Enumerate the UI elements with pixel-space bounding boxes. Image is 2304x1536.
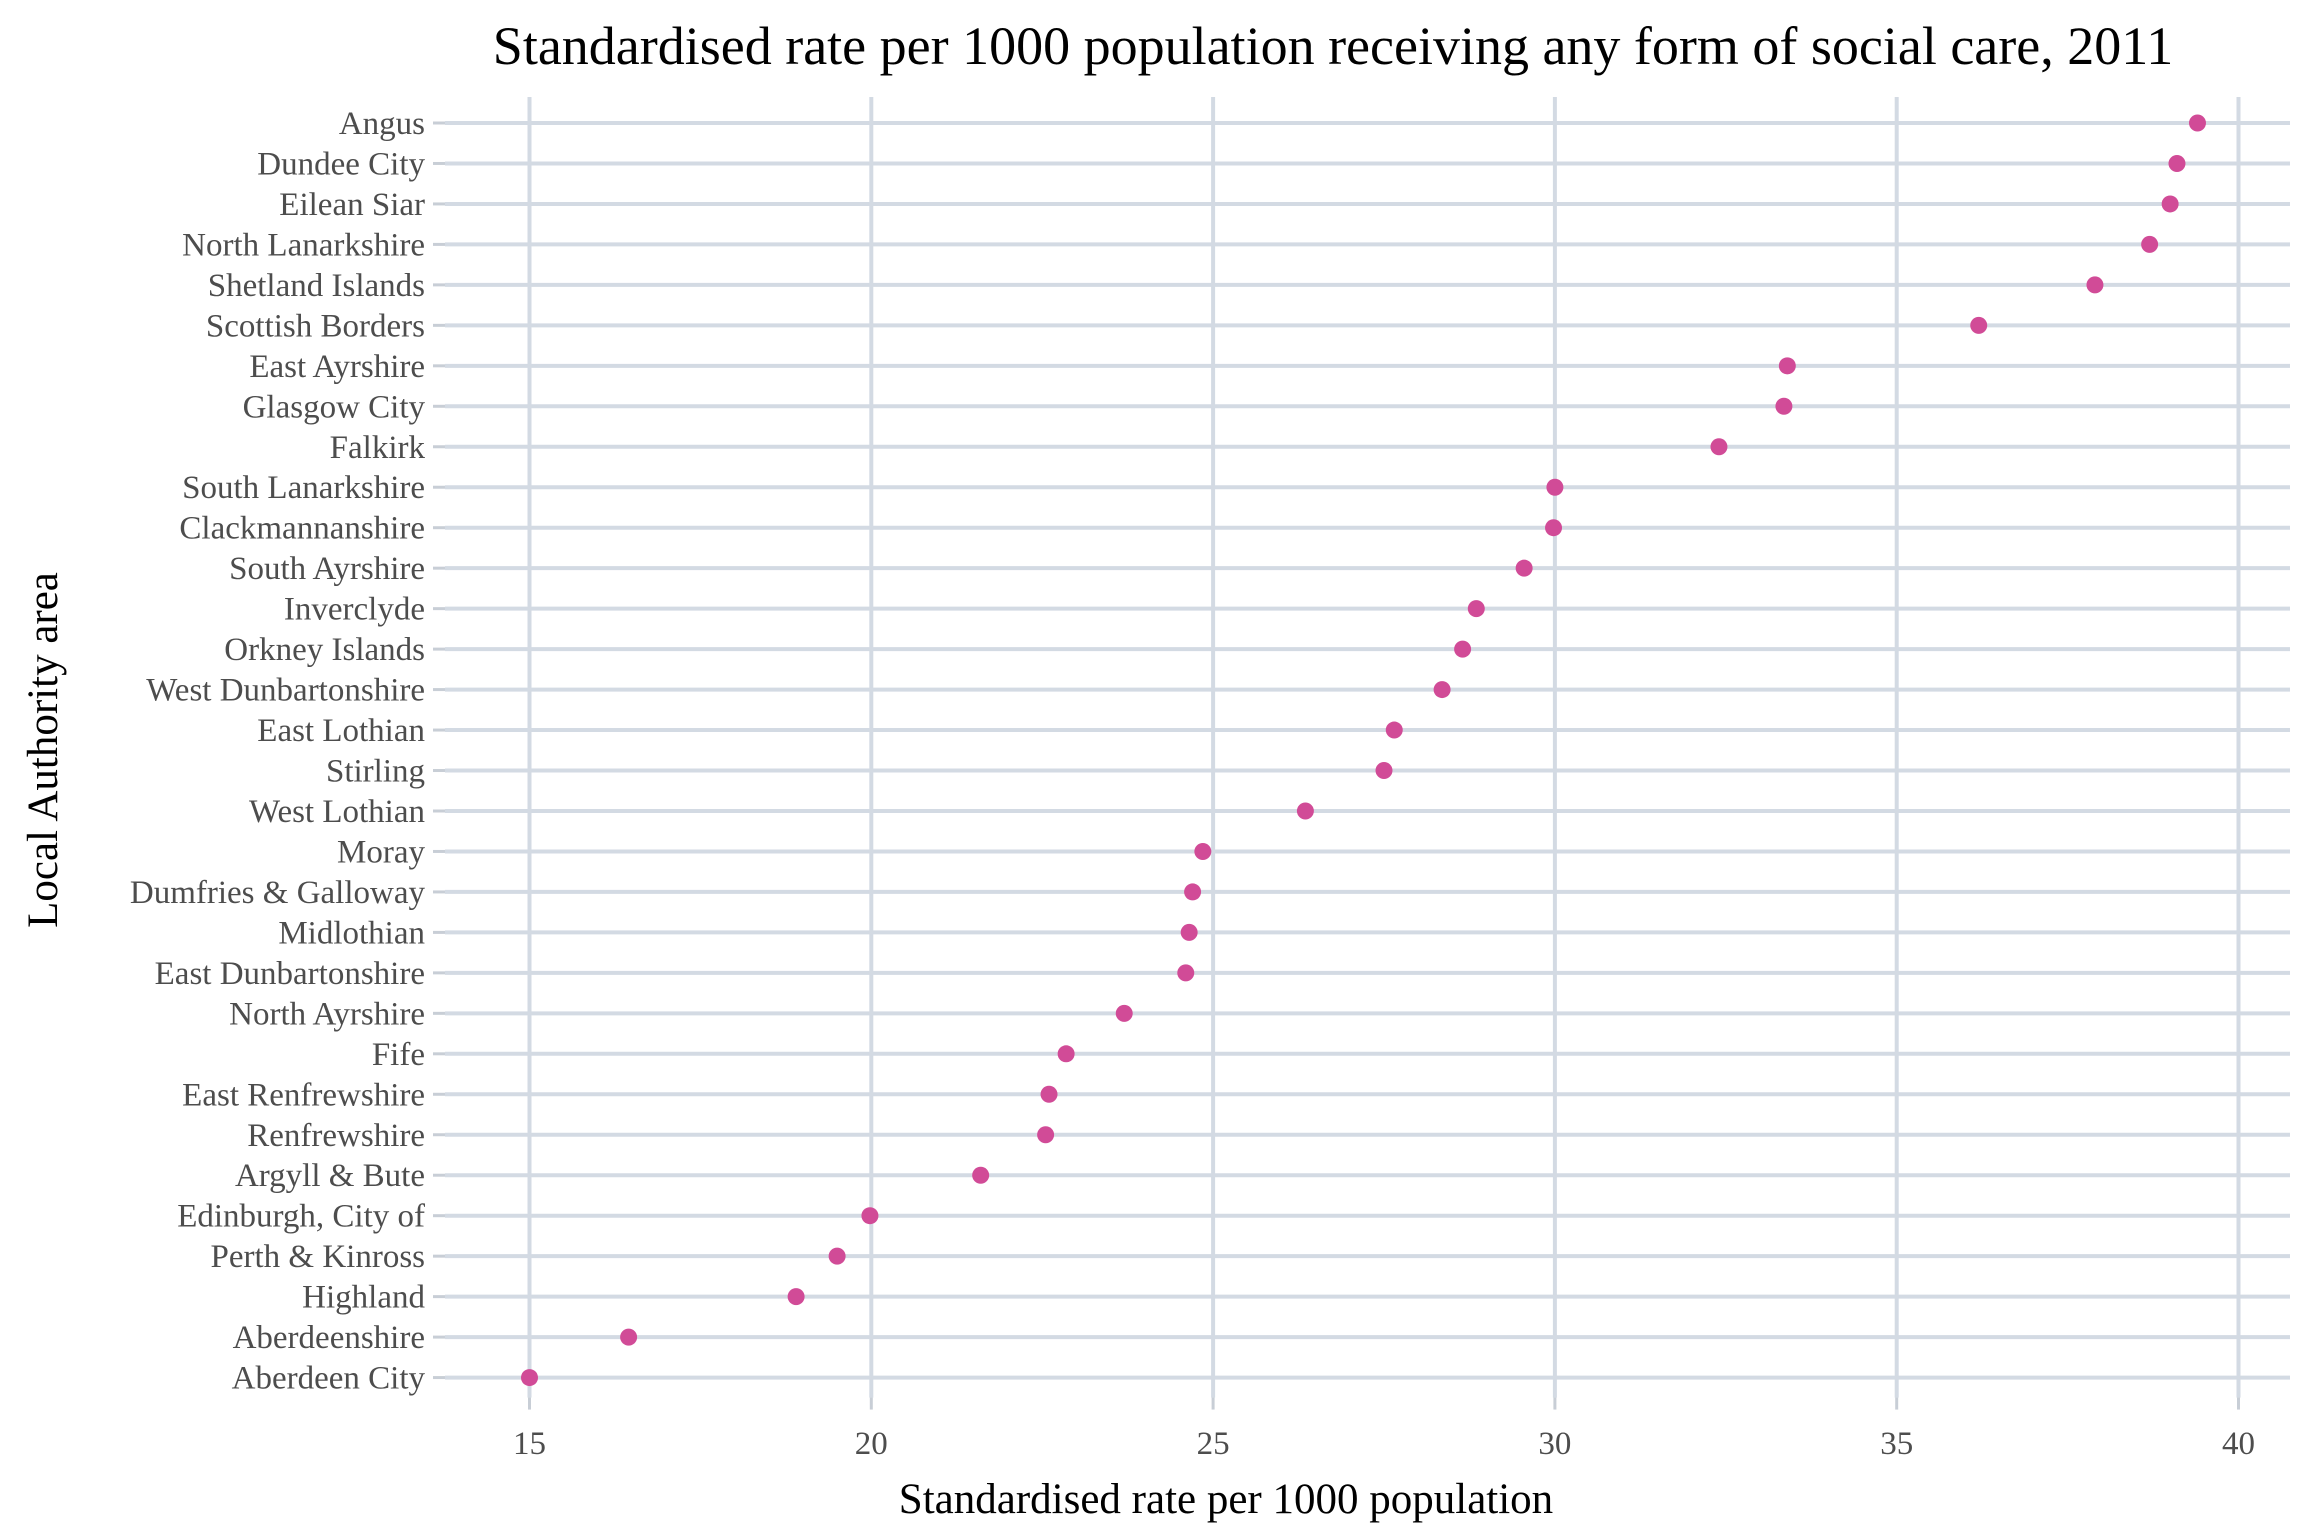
y-tick-label: Falkirk	[330, 430, 426, 466]
data-point	[1057, 1045, 1075, 1063]
data-point	[1546, 478, 1564, 496]
y-tick-label: Renfrewshire	[247, 1118, 425, 1154]
y-tick-label: Aberdeenshire	[233, 1320, 425, 1356]
y-tick-label: East Renfrewshire	[182, 1077, 425, 1113]
grid-lines	[445, 97, 2290, 1398]
data-point	[1115, 1004, 1133, 1022]
y-tick-label: South Lanarkshire	[182, 470, 425, 506]
y-tick-label: West Lothian	[249, 794, 425, 830]
y-tick-label: Angus	[339, 106, 425, 142]
y-tick-label: Moray	[337, 834, 425, 870]
data-point	[1467, 600, 1485, 618]
data-point	[521, 1369, 538, 1387]
data-point	[1454, 640, 1472, 658]
data-point	[620, 1328, 638, 1346]
y-tick-label: Highland	[302, 1280, 425, 1316]
x-tick-label: 15	[513, 1426, 546, 1462]
y-axis-title: Local Authority area	[20, 572, 67, 928]
data-point	[2086, 276, 2104, 294]
y-tick-label: Stirling	[326, 754, 425, 790]
x-tick-label: 40	[2222, 1426, 2255, 1462]
data-point	[2188, 114, 2206, 132]
x-axis: 15 20 25 30 35 40	[513, 1397, 2255, 1462]
y-tick-label: Eilean Siar	[279, 187, 425, 223]
data-point	[1970, 316, 1988, 334]
data-point	[1433, 681, 1451, 699]
data-point	[2168, 154, 2186, 172]
y-axis: Angus Dundee City Eilean Siar North Lanarks…	[130, 106, 445, 1397]
data-point	[972, 1166, 990, 1184]
data-point	[1184, 883, 1202, 901]
data-point	[1375, 762, 1393, 780]
y-tick-label: Perth & Kinross	[211, 1239, 426, 1275]
y-tick-label: Aberdeen City	[232, 1361, 426, 1397]
y-tick-label: Scottish Borders	[206, 308, 425, 344]
data-point	[1545, 519, 1563, 537]
x-tick-label: 35	[1880, 1426, 1913, 1462]
y-tick-label: Dundee City	[257, 146, 425, 182]
y-tick-label: Shetland Islands	[208, 268, 425, 304]
y-tick-label: Orkney Islands	[224, 632, 425, 668]
x-tick-label: 20	[855, 1426, 888, 1462]
data-point	[1778, 357, 1796, 375]
data-point	[1037, 1126, 1055, 1144]
data-point	[2141, 235, 2159, 253]
y-tick-label: East Ayrshire	[249, 349, 425, 385]
data-point	[1180, 923, 1198, 941]
y-tick-label: Glasgow City	[243, 389, 426, 425]
y-tick-label: Fife	[372, 1037, 425, 1073]
data-point	[787, 1288, 805, 1306]
x-tick-label: 30	[1538, 1426, 1571, 1462]
y-tick-label: East Lothian	[257, 713, 425, 749]
y-tick-label: North Ayrshire	[229, 996, 425, 1032]
y-tick-label: Dumfries & Galloway	[130, 875, 426, 911]
y-tick-label: North Lanarkshire	[182, 227, 425, 263]
data-point	[1385, 721, 1403, 739]
data-point	[1296, 802, 1314, 820]
data-point	[1194, 842, 1212, 860]
data-point	[828, 1247, 846, 1265]
data-point	[1710, 438, 1728, 456]
data-points	[521, 114, 2206, 1387]
y-tick-label: Midlothian	[278, 915, 425, 951]
y-tick-label: East Dunbartonshire	[155, 956, 425, 992]
y-tick-label: Edinburgh, City of	[177, 1199, 425, 1235]
x-tick-label: 25	[1197, 1426, 1230, 1462]
data-point	[861, 1207, 879, 1225]
chart-title: Standardised rate per 1000 population re…	[493, 16, 2173, 76]
y-tick-label: West Dunbartonshire	[146, 673, 425, 709]
y-tick-label: Inverclyde	[284, 592, 425, 628]
data-point	[1040, 1085, 1058, 1103]
data-point	[1177, 964, 1195, 982]
y-tick-label: Clackmannanshire	[179, 511, 425, 547]
y-tick-label: Argyll & Bute	[235, 1158, 425, 1194]
data-point	[1775, 397, 1793, 415]
y-tick-label: South Ayrshire	[229, 551, 425, 587]
x-axis-title: Standardised rate per 1000 population	[899, 1476, 1553, 1523]
data-point	[1515, 559, 1533, 577]
data-point	[2161, 195, 2179, 213]
